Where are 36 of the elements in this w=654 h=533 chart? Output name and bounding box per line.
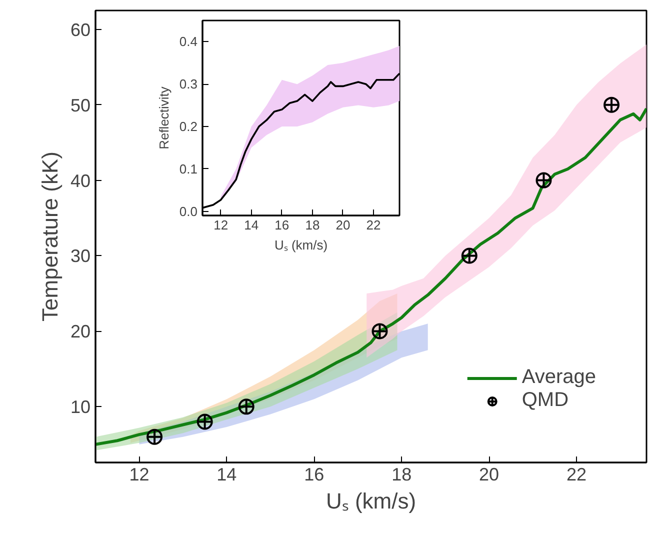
y-tick-label: 40 [70, 170, 91, 191]
y-tick-label: 60 [70, 20, 91, 40]
legend-label: QMD [522, 389, 569, 412]
y-tick-label: 30 [70, 246, 91, 266]
y-axis-title: Reflectivity [156, 86, 172, 150]
y-tick-label: 0.0 [179, 204, 198, 219]
y-tick-label: 0.2 [179, 118, 198, 134]
x-axis-title: Uₛ (km/s) [274, 238, 328, 252]
point [604, 96, 620, 113]
x-tick-label: 18 [305, 218, 320, 232]
y-tick-label: 10 [70, 397, 91, 418]
y-tick-label: 50 [70, 95, 91, 116]
x-tick-label: 22 [366, 218, 381, 232]
y-tick-label: 0.1 [179, 161, 198, 176]
point [461, 248, 478, 264]
y-tick-label: 0.3 [179, 76, 198, 92]
legend-label: Average [522, 366, 596, 389]
x-tick-label: 18 [392, 464, 412, 484]
point [196, 414, 213, 430]
point [146, 428, 163, 445]
x-tick-label: 22 [566, 464, 587, 484]
y-tick-label: 20 [70, 322, 91, 342]
x-tick-label: 14 [216, 464, 237, 484]
point [372, 323, 388, 340]
x-tick-label: 12 [214, 218, 228, 232]
x-tick-label: 12 [129, 464, 150, 484]
x-tick-label: 20 [336, 218, 350, 232]
x-axis-title: Uₛ (km/s) [326, 488, 416, 514]
point [238, 398, 254, 415]
y-tick-label: 0.4 [179, 34, 198, 50]
x-tick-label: 16 [274, 218, 290, 232]
point [536, 172, 552, 188]
y-axis-title: Temperature (kK) [37, 152, 62, 322]
x-tick-label: 14 [244, 218, 259, 232]
x-tick-label: 16 [304, 464, 324, 484]
x-tick-label: 20 [479, 464, 500, 484]
